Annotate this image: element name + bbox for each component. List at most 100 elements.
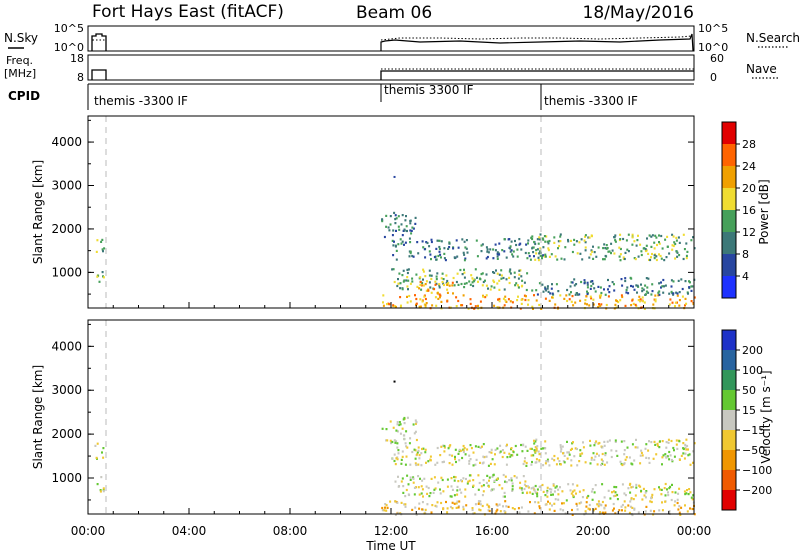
echo-cell (404, 495, 407, 498)
echo-cell (393, 240, 395, 243)
echo-cell (540, 447, 543, 450)
echo-cell (631, 506, 634, 509)
echo-cell (523, 294, 526, 297)
echo-cell (652, 457, 655, 460)
echo-cell (409, 476, 412, 479)
echo-cell (557, 493, 560, 496)
echo-cell (570, 464, 573, 467)
echo-cell (660, 234, 663, 238)
echo-cell (392, 304, 395, 307)
echo-cell (589, 287, 592, 290)
echo-cell (478, 481, 481, 485)
echo-cell (403, 422, 406, 425)
echo-cell (414, 449, 417, 452)
echo-cell (520, 488, 523, 491)
echo-cell (441, 461, 444, 464)
echo-cell (395, 229, 397, 232)
echo-cell (684, 280, 687, 283)
echo-cell (614, 439, 617, 442)
echo-cell (534, 258, 537, 261)
echo-cell (525, 288, 528, 292)
echo-cell (559, 444, 562, 447)
echo-cell (630, 497, 633, 500)
echo-cell (633, 257, 636, 260)
echo-cell (449, 444, 452, 447)
echo-cell (404, 505, 407, 508)
echo-cell (99, 490, 102, 493)
echo-cell (509, 455, 512, 458)
echo-cell (604, 454, 607, 457)
echo-cell (525, 461, 528, 465)
echo-cell (547, 247, 550, 250)
echo-cell (678, 291, 681, 294)
echo-cell (676, 501, 679, 505)
echo-cell (630, 486, 633, 489)
echo-cell (543, 235, 546, 238)
echo-cell (647, 252, 650, 255)
echo-cell (673, 241, 676, 244)
echo-cell (644, 510, 647, 513)
echo-cell (541, 237, 544, 240)
echo-cell (416, 285, 419, 288)
echo-cell (489, 288, 492, 291)
echo-cell (498, 288, 501, 291)
echo-cell (609, 497, 612, 500)
echo-cell (686, 489, 688, 492)
echo-cell (520, 302, 523, 305)
colorbar-swatch (722, 450, 736, 470)
echo-cell (388, 229, 391, 232)
echo-cell (611, 281, 614, 284)
echo-cell (634, 303, 637, 306)
echo-cell (406, 271, 409, 275)
echo-cell (424, 297, 427, 301)
echo-cell (620, 505, 623, 508)
colorbar-swatch (722, 430, 736, 450)
echo-cell (676, 251, 679, 254)
echo-cell (573, 455, 576, 458)
y-tick-label: 1000 (51, 265, 82, 279)
echo-cell (509, 250, 512, 253)
echo-cell (513, 475, 516, 478)
echo-cell (615, 486, 618, 489)
echo-cell (449, 495, 452, 498)
echo-cell (477, 500, 480, 503)
freq-tick-top: 18 (70, 52, 84, 65)
echo-cell (481, 284, 484, 287)
freq-panel: Freq. [MHz] 18 8 60 0 Nave (4, 52, 780, 84)
echo-cell (566, 451, 569, 454)
echo-cell (502, 297, 505, 300)
echo-cell (534, 450, 537, 453)
echo-cell (627, 487, 630, 490)
echo-cell (571, 490, 574, 493)
echo-cell (682, 452, 685, 455)
echo-cell (594, 442, 597, 445)
echo-cell (664, 482, 667, 486)
echo-cell (381, 509, 384, 512)
echo-cell (619, 259, 622, 262)
echo-cell (645, 249, 648, 252)
echo-cell (574, 293, 577, 296)
echo-cell (463, 276, 466, 279)
echo-cell (689, 507, 691, 510)
echo-cell (466, 251, 469, 254)
echo-cell (589, 444, 592, 447)
colorbar-tick-label: −50 (742, 444, 765, 457)
echo-cell (524, 445, 527, 448)
echo-cell (618, 255, 621, 258)
echo-cell (397, 278, 399, 281)
echo-cell (640, 283, 642, 286)
echo-cell (641, 296, 644, 299)
echo-cell (389, 223, 392, 226)
echo-cell (519, 307, 522, 310)
echo-cell (476, 255, 479, 258)
echo-cell (564, 246, 567, 249)
echo-cell (395, 457, 398, 460)
echo-cell (451, 501, 454, 504)
echo-cell (433, 488, 436, 491)
echo-cell (684, 443, 687, 446)
echo-cell (414, 457, 417, 460)
colorbar-tick-label: 16 (742, 204, 756, 217)
echo-cell (600, 458, 603, 461)
echo-cell (462, 450, 465, 454)
echo-cell (477, 474, 480, 477)
